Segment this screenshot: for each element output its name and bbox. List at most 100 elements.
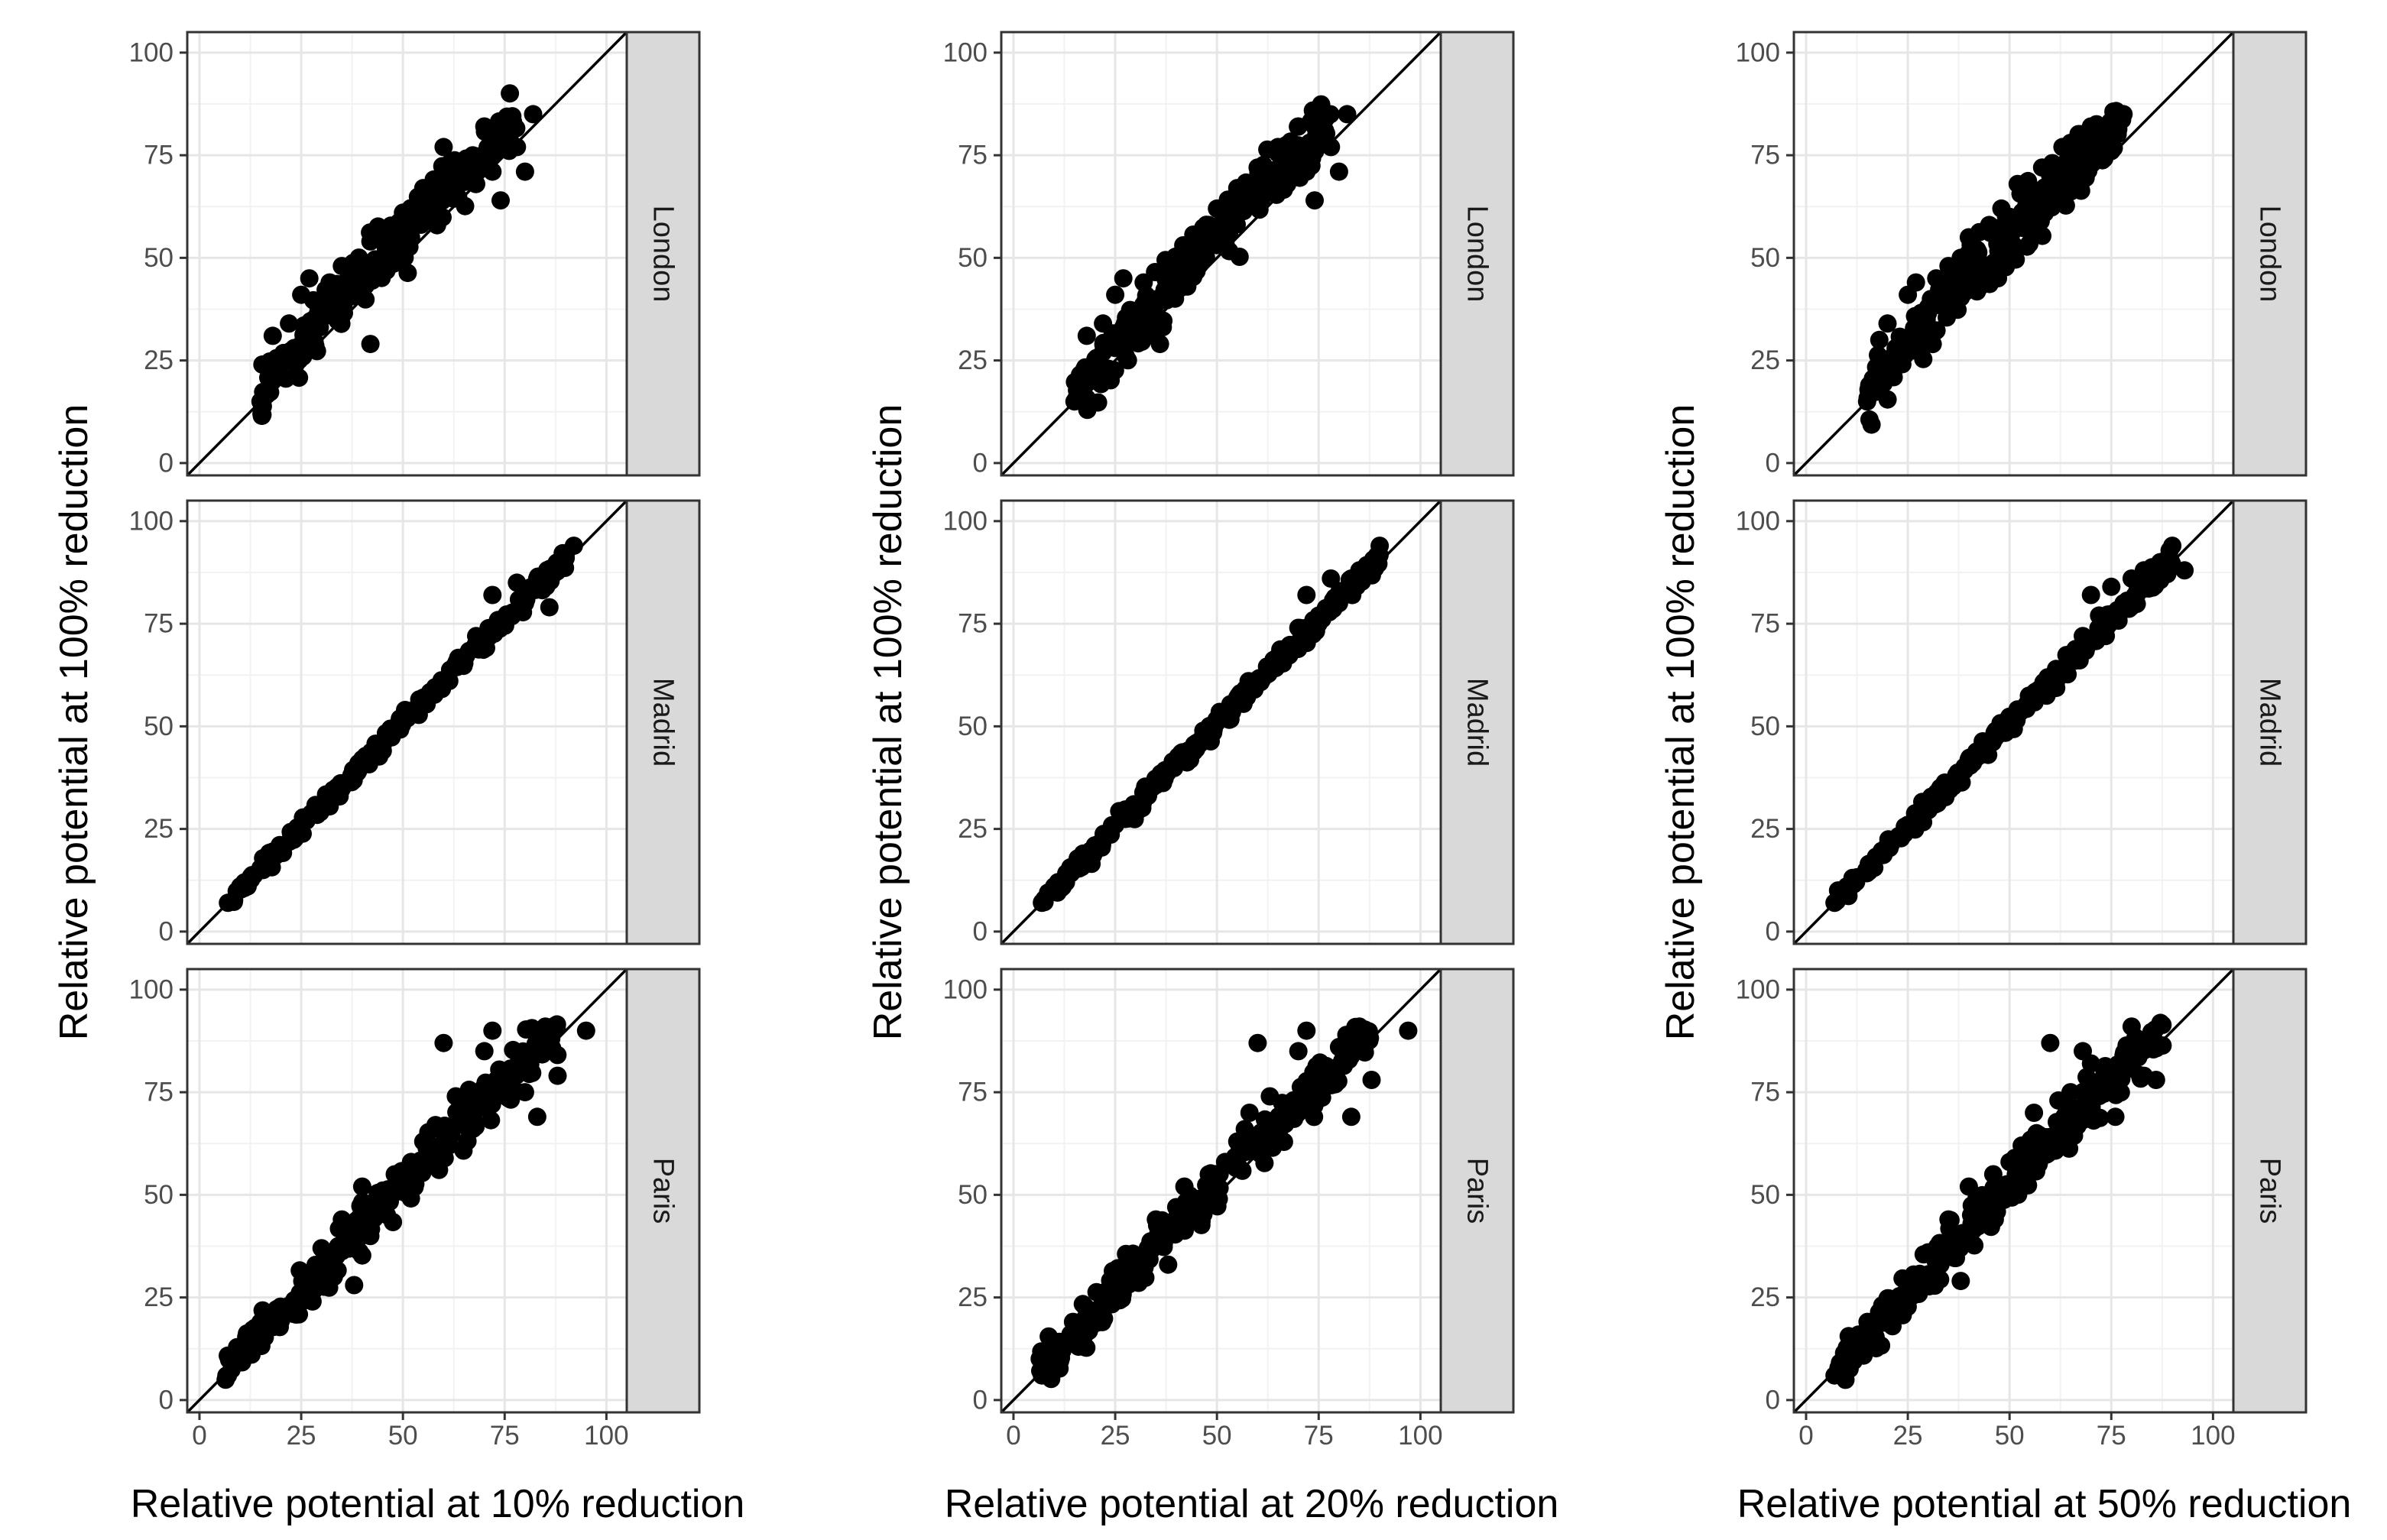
data-point [1838,880,1857,899]
x-tick-label: 75 [2097,1421,2126,1451]
data-point [225,893,243,911]
data-point [1870,330,1889,349]
data-point [475,122,495,141]
data-point [1918,802,1937,820]
data-point [394,711,414,730]
data-point [388,232,407,251]
y-tick-label: 0 [1766,916,1780,946]
data-point [508,1059,527,1078]
data-point [2051,661,2071,680]
data-point [264,1318,283,1337]
data-point [302,1279,321,1298]
data-point [1973,736,1992,755]
data-point [1228,215,1246,234]
data-point [478,138,497,157]
y-tick-label: 25 [144,345,174,375]
panel-3-madrid: Madrid 0 25 50 75 100 [1736,499,2308,946]
x-tick-label: 100 [1398,1421,1442,1451]
panel-3-london: London 0 25 50 75 100 [1736,31,2308,478]
data-point [1088,393,1108,412]
facet-strip-label: Paris [1461,1158,1493,1224]
data-point [2019,1175,2038,1195]
data-point [2106,1107,2125,1127]
data-point [1088,372,1108,391]
data-point [1312,95,1331,114]
data-point [1181,264,1200,283]
data-point [1208,219,1228,238]
data-point [2074,1106,2093,1125]
y-tick-label: 25 [958,1282,988,1312]
data-point [1984,1195,2003,1214]
data-point [1347,574,1366,593]
data-point [1938,308,1956,327]
data-point [455,653,474,673]
data-point [1077,849,1096,868]
facet-strip-label: London [2254,206,2286,303]
data-point [1297,1021,1316,1040]
data-point [2031,212,2050,231]
facet-strip-label: Madrid [647,678,679,767]
y-tick-label: 100 [129,974,174,1004]
data-point [1094,333,1113,352]
facet-strip-label: Madrid [1461,678,1493,767]
y-tick-label: 75 [958,609,988,639]
data-point [1906,273,1925,292]
data-point [290,368,309,387]
data-point [1049,1332,1069,1351]
data-point [356,290,375,309]
data-point [527,1107,546,1127]
data-point [254,861,273,880]
data-point [1329,162,1348,181]
y-tick-label: 75 [144,609,174,639]
data-point [2108,1062,2127,1081]
x-tick-label: 0 [1006,1421,1020,1451]
data-point [482,1110,501,1130]
data-point [2081,585,2100,605]
facet-strip [1439,968,1515,1414]
data-point [1140,1250,1159,1269]
data-point [1104,1262,1122,1281]
data-point [1229,686,1248,705]
data-point [1214,236,1233,255]
data-point [1297,585,1316,605]
data-point [398,264,417,283]
y-tick-label: 25 [144,1282,174,1312]
data-point [1230,248,1249,266]
data-point [277,369,296,388]
data-point [1960,748,1979,767]
data-point [1908,1275,1927,1294]
data-point [1262,179,1281,198]
data-point [1886,342,1905,361]
data-point [375,246,394,265]
data-point [1862,415,1881,434]
facet-strip [2232,499,2308,945]
data-point [1150,290,1169,309]
data-point [1248,1033,1267,1052]
data-point [2036,189,2055,208]
data-point [1981,1217,2000,1237]
data-point [1159,1255,1178,1274]
facet-strip [2232,31,2308,477]
data-point [2051,183,2071,203]
panel-2-madrid: Madrid 0 25 50 75 100 [943,499,1515,946]
y-tick-label: 0 [973,916,988,946]
data-point [2021,1130,2040,1149]
data-point [1118,351,1137,370]
data-point [483,1021,502,1040]
panel-3-paris: Paris 0 25 50 75 100 0 25 50 75 100 [1736,968,2308,1451]
data-point [434,138,453,157]
data-point [433,157,452,176]
data-point [427,1151,446,1170]
data-point [1210,708,1229,727]
data-point [1116,809,1135,828]
facet-strip [1439,31,1515,477]
data-point [576,1021,595,1040]
data-point [1202,1164,1220,1183]
data-point [1279,646,1299,665]
data-point [1361,566,1380,585]
y-tick-label: 50 [1750,1180,1780,1210]
data-point [499,109,518,127]
data-point [1155,1233,1173,1252]
data-point [2066,169,2085,187]
x-axis-title: Relative potential at 50% reduction [1737,1482,2352,1526]
